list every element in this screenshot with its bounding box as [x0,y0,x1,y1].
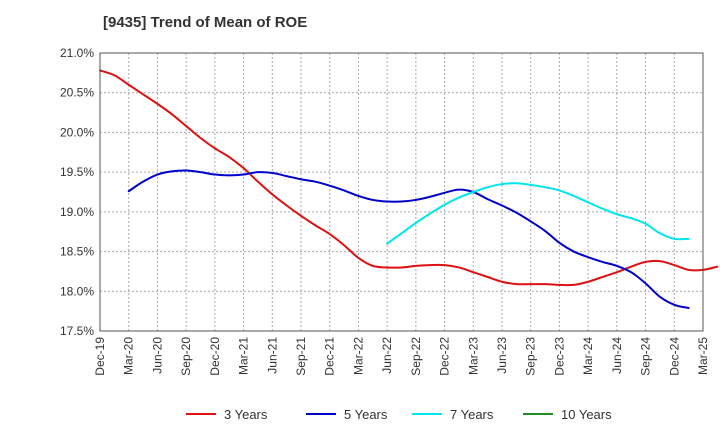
x-tick-label: Mar-24 [581,337,595,375]
x-tick-label: Sep-24 [639,337,653,376]
y-tick-label: 19.5% [60,165,94,179]
x-tick-label: Sep-23 [524,337,538,376]
y-tick-label: 17.5% [60,324,94,338]
x-tick-label: Mar-22 [351,337,365,375]
x-tick-label: Mar-25 [696,337,710,375]
x-tick-label: Jun-22 [380,337,394,374]
y-tick-label: 21.0% [60,46,94,60]
x-tick-label: Dec-22 [438,337,452,376]
y-axis: 21.0% 20.5% 20.0% 19.5% 19.0% 18.5% 18.0% 17.5% [60,46,94,338]
x-tick-label: Jun-20 [150,337,164,374]
x-tick-label: Jun-24 [610,337,624,374]
legend: 3 Years 5 Years 7 Years 10 Years [186,407,612,422]
legend-label: 7 Years [450,407,494,422]
series-line-3 [386,182,690,245]
x-tick-label: Dec-23 [552,337,566,376]
x-tick-label: Dec-20 [208,337,222,376]
series-line-2 [127,169,690,309]
y-tick-label: 18.5% [60,245,94,259]
x-tick-label: Dec-19 [93,337,107,376]
x-tick-label: Jun-23 [495,337,509,374]
legend-label: 3 Years [224,407,268,422]
x-tick-label: Sep-22 [409,337,423,376]
legend-label: 5 Years [344,407,388,422]
y-tick-label: 20.0% [60,125,94,139]
x-tick-label: Mar-20 [122,337,136,375]
series-line-1 [99,69,719,287]
x-tick-label: Dec-24 [667,337,681,376]
y-tick-label: 18.0% [60,284,94,298]
chart-title: [9435] Trend of Mean of ROE [103,14,307,31]
series-lines [99,69,719,309]
y-tick-label: 20.5% [60,86,94,100]
grid-lines [100,53,703,331]
x-tick-label: Sep-21 [294,337,308,376]
x-tick-label: Jun-21 [265,337,279,374]
x-tick-label: Dec-21 [323,337,337,376]
x-tick-label: Mar-21 [237,337,251,375]
legend-label: 10 Years [561,407,612,422]
x-tick-label: Sep-20 [179,337,193,376]
y-tick-label: 19.0% [60,205,94,219]
x-axis: Dec-19 Mar-20 Jun-20 Sep-20 Dec-20 Mar-21 Jun-… [93,337,710,376]
x-tick-label: Mar-23 [466,337,480,375]
plot-frame [99,52,704,332]
